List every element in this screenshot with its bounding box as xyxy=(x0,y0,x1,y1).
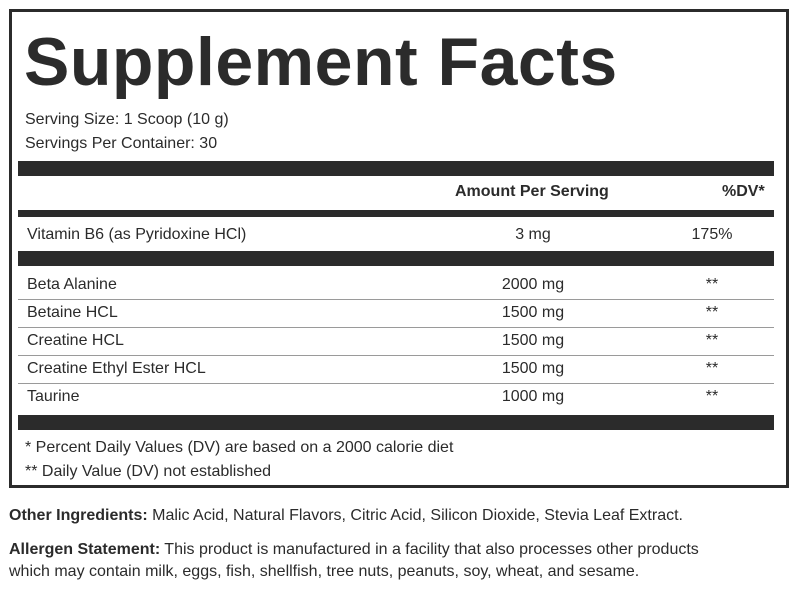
footnote-dv-basis: * Percent Daily Values (DV) are based on… xyxy=(25,439,454,456)
ingredient-row: Betaine HCL 1500 mg ** xyxy=(12,301,786,325)
ingredient-dv: ** xyxy=(705,332,719,349)
vitamin-name: Vitamin B6 (as Pyridoxine HCl) xyxy=(27,226,247,243)
thick-divider-middle xyxy=(18,251,774,266)
row-divider xyxy=(18,327,774,328)
panel-title: Supplement Facts xyxy=(24,24,618,100)
ingredient-name: Taurine xyxy=(27,388,80,405)
thick-divider-bottom xyxy=(18,415,774,430)
ingredient-dv: ** xyxy=(705,388,719,405)
other-ingredients: Other Ingredients: Malic Acid, Natural F… xyxy=(9,505,791,527)
ingredient-amount: 1000 mg xyxy=(501,388,565,405)
allergen-statement: Allergen Statement: This product is manu… xyxy=(9,539,791,583)
ingredient-amount: 2000 mg xyxy=(501,276,565,293)
ingredient-row: Creatine HCL 1500 mg ** xyxy=(12,329,786,353)
other-ingredients-text: Malic Acid, Natural Flavors, Citric Acid… xyxy=(147,507,683,524)
ingredient-name: Betaine HCL xyxy=(27,304,118,321)
ingredient-dv: ** xyxy=(705,360,719,377)
ingredient-name: Beta Alanine xyxy=(27,276,117,293)
other-ingredients-label: Other Ingredients: xyxy=(9,507,148,524)
allergen-label: Allergen Statement: xyxy=(9,541,161,558)
ingredient-amount: 1500 mg xyxy=(501,360,565,377)
servings-per-container: Servings Per Container: 30 xyxy=(25,135,218,152)
vitamin-amount: 3 mg xyxy=(515,226,551,243)
ingredient-amount: 1500 mg xyxy=(501,304,565,321)
footnote-dv-not-established: ** Daily Value (DV) not established xyxy=(25,463,272,480)
ingredient-row: Beta Alanine 2000 mg ** xyxy=(12,273,786,297)
ingredient-dv: ** xyxy=(705,304,719,321)
row-divider xyxy=(18,299,774,300)
vitamin-dv: 175% xyxy=(691,226,733,243)
ingredient-row: Creatine Ethyl Ester HCL 1500 mg ** xyxy=(12,357,786,381)
vitamin-row: Vitamin B6 (as Pyridoxine HCl) 3 mg 175% xyxy=(12,223,786,247)
supplement-facts-panel: Supplement Facts Serving Size: 1 Scoop (… xyxy=(9,9,789,488)
dv-header: %DV* xyxy=(722,183,765,200)
serving-size: Serving Size: 1 Scoop (10 g) xyxy=(25,111,229,128)
thick-divider-top xyxy=(18,161,774,176)
ingredient-name: Creatine HCL xyxy=(27,332,124,349)
amount-per-serving-header: Amount Per Serving xyxy=(455,183,609,200)
medium-divider xyxy=(18,210,774,217)
ingredient-row: Taurine 1000 mg ** xyxy=(12,385,786,409)
allergen-text-line1: This product is manufactured in a facili… xyxy=(160,541,699,558)
allergen-text-line2: which may contain milk, eggs, fish, shel… xyxy=(9,563,640,580)
row-divider xyxy=(18,355,774,356)
ingredient-dv: ** xyxy=(705,276,719,293)
ingredient-amount: 1500 mg xyxy=(501,332,565,349)
row-divider xyxy=(18,383,774,384)
ingredient-name: Creatine Ethyl Ester HCL xyxy=(27,360,206,377)
